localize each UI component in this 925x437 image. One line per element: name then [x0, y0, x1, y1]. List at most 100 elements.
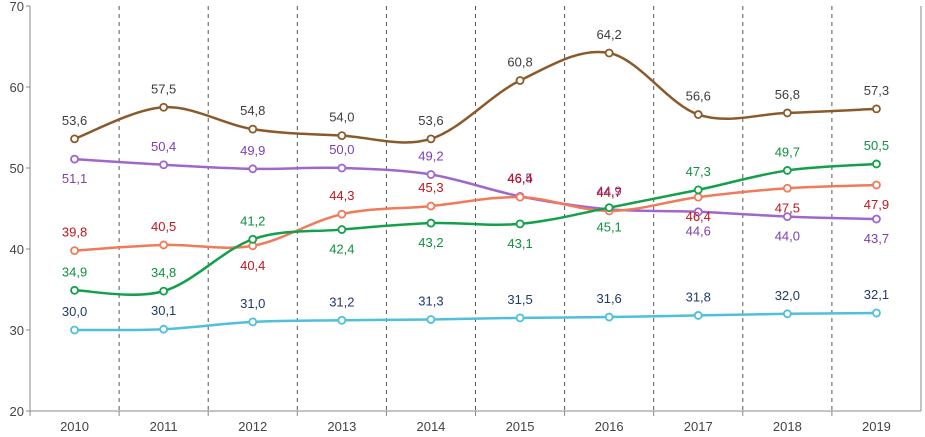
data-label-orange: 44,3	[329, 188, 354, 203]
data-label-orange: 46,4	[507, 171, 532, 186]
y-tick-label: 40	[10, 242, 24, 257]
data-point-green	[604, 203, 614, 213]
data-point-cyan	[426, 315, 436, 324]
data-label-brown: 56,6	[686, 89, 711, 104]
data-label-orange: 40,5	[151, 219, 176, 234]
data-point-green	[872, 159, 881, 169]
data-label-cyan: 30,0	[62, 304, 87, 319]
data-point-orange	[515, 192, 525, 202]
data-label-cyan: 31,0	[240, 296, 265, 311]
series-line-brown	[74, 50, 877, 144]
x-tick-label: 2011	[150, 419, 178, 434]
data-label-purple: 51,1	[62, 171, 87, 186]
data-label-purple: 44,9	[596, 183, 621, 198]
data-point-brown	[872, 104, 881, 114]
x-tick-label: 2012	[238, 419, 267, 434]
data-label-green: 45,1	[596, 220, 621, 235]
x-tick-label: 2015	[506, 419, 535, 434]
data-label-brown: 56,8	[775, 87, 800, 102]
data-label-orange: 45,3	[418, 180, 443, 195]
data-label-cyan: 30,1	[151, 303, 176, 318]
data-label-purple: 46,5	[507, 170, 532, 185]
data-point-green	[515, 219, 525, 229]
x-tick-label: 2018	[773, 419, 802, 434]
data-point-green	[693, 185, 703, 195]
axes: 20 30 40 50 60 70 2010 2011 2012 2013 2014 2015 2016…	[10, 0, 921, 434]
data-point-green	[159, 286, 169, 296]
data-label-orange: 47,5	[775, 200, 800, 215]
data-label-brown: 53,6	[418, 113, 443, 128]
data-label-cyan: 31,2	[329, 294, 354, 309]
data-label-orange: 39,8	[62, 225, 87, 240]
y-tick-label: 50	[10, 161, 24, 176]
data-point-cyan	[515, 313, 525, 323]
data-point-brown	[604, 48, 614, 58]
series-line-cyan	[74, 311, 877, 332]
data-point-brown	[70, 134, 79, 144]
series-line-green	[74, 162, 877, 296]
data-point-purple	[693, 207, 703, 217]
data-point-cyan	[782, 309, 792, 319]
x-tick-label: 2016	[595, 419, 624, 434]
data-point-cyan	[604, 312, 614, 322]
data-label-green: 34,8	[151, 265, 176, 280]
data-point-brown	[159, 102, 169, 112]
data-point-cyan	[70, 325, 79, 335]
data-point-orange	[872, 180, 881, 190]
data-label-green: 43,1	[507, 236, 532, 251]
data-label-green: 43,2	[418, 235, 443, 250]
series-markers	[70, 48, 881, 335]
data-label-purple: 50,0	[329, 142, 354, 157]
y-tick-label: 20	[10, 404, 24, 419]
data-point-purple	[70, 154, 79, 164]
data-point-purple	[159, 160, 169, 170]
data-label-brown: 54,8	[240, 103, 265, 118]
data-label-cyan: 31,3	[418, 293, 443, 308]
data-label-green: 41,2	[240, 213, 265, 228]
data-point-cyan	[872, 308, 881, 318]
data-point-green	[426, 218, 436, 228]
data-point-purple	[872, 214, 881, 224]
data-point-green	[248, 234, 258, 244]
data-point-orange	[693, 192, 703, 202]
series-lines	[74, 50, 877, 332]
data-point-purple	[426, 170, 436, 179]
data-point-brown	[337, 131, 347, 141]
data-point-orange	[782, 183, 792, 193]
data-point-purple	[248, 164, 258, 174]
data-label-cyan: 32,0	[775, 288, 800, 303]
data-label-purple: 50,4	[151, 139, 176, 154]
data-label-orange: 46,4	[686, 209, 711, 224]
data-point-brown	[248, 124, 258, 134]
data-point-orange	[159, 240, 169, 250]
y-tick-label: 70	[10, 0, 24, 14]
series-line-orange	[74, 183, 877, 252]
data-label-orange: 44,7	[596, 185, 621, 200]
data-point-brown	[515, 76, 525, 85]
data-labels: 53,6 57,5 54,8 54,0 53,6 60,8 64,2 56,6 56,8 57,3…	[62, 27, 889, 319]
x-tick-label: 2017	[684, 419, 713, 434]
data-point-orange	[426, 201, 436, 211]
y-tick-label: 30	[10, 323, 24, 338]
data-point-cyan	[337, 315, 347, 325]
data-point-orange	[70, 246, 79, 256]
y-tick-label: 60	[10, 80, 24, 95]
data-label-brown: 60,8	[507, 55, 532, 70]
data-label-brown: 57,5	[151, 81, 176, 96]
data-point-cyan	[248, 317, 258, 327]
data-point-green	[337, 225, 347, 234]
data-label-cyan: 31,5	[507, 292, 532, 307]
data-point-brown	[693, 110, 703, 119]
series-line-purple	[74, 157, 877, 221]
data-label-purple: 49,9	[240, 143, 265, 158]
data-label-cyan: 32,1	[864, 287, 889, 302]
data-point-green	[70, 285, 79, 295]
x-tick-label: 2010	[60, 419, 89, 434]
data-label-orange: 47,9	[864, 197, 889, 212]
data-point-cyan	[693, 311, 703, 320]
data-label-green: 49,7	[775, 144, 800, 159]
data-label-purple: 44,0	[775, 229, 800, 244]
data-point-purple	[337, 163, 347, 173]
data-label-purple: 43,7	[864, 231, 889, 246]
